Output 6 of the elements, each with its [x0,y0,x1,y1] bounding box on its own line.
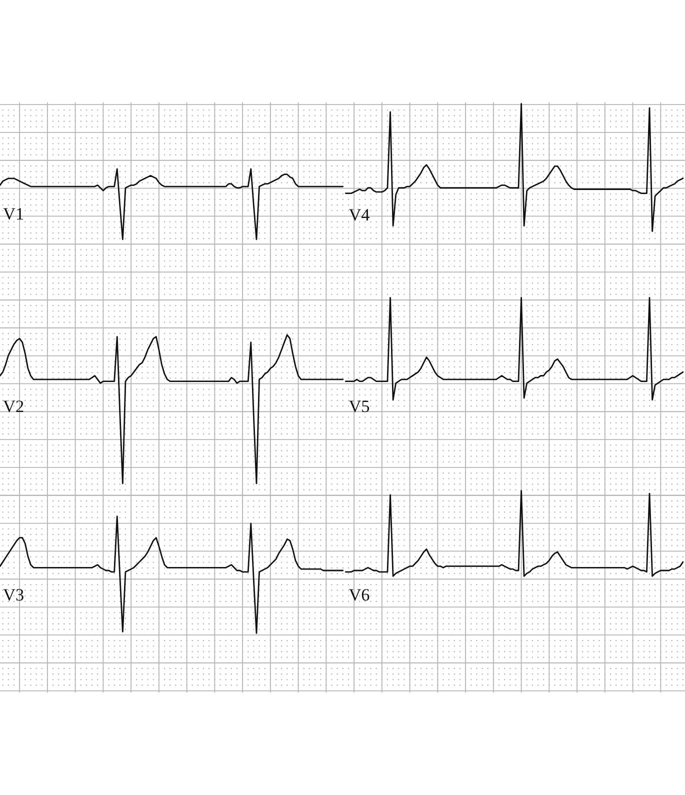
series-label: V6 [348,585,370,604]
series-label: V2 [3,397,24,416]
series-label: V5 [348,397,370,416]
series-label: V3 [3,585,24,604]
series-label: V4 [348,206,370,225]
series-label: V1 [3,204,24,224]
